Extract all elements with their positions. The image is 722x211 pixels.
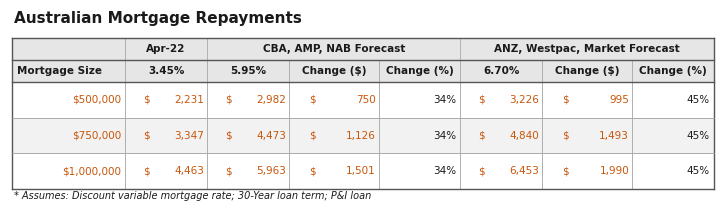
Bar	[207, 38, 461, 60]
Bar	[12, 82, 714, 118]
Bar	[289, 118, 378, 153]
Text: $: $	[308, 95, 316, 105]
Text: 3,347: 3,347	[174, 130, 204, 141]
Text: 34%: 34%	[433, 166, 456, 176]
Bar	[289, 38, 378, 60]
Bar	[207, 118, 289, 153]
Text: Mortgage Size: Mortgage Size	[17, 66, 102, 76]
Bar	[125, 38, 207, 60]
Bar	[461, 38, 714, 60]
Bar	[632, 60, 714, 82]
Text: $750,000: $750,000	[72, 130, 121, 141]
Bar	[12, 60, 714, 82]
Text: 1,501: 1,501	[346, 166, 375, 176]
Bar	[378, 38, 461, 60]
Text: Change ($): Change ($)	[302, 66, 366, 76]
Text: $: $	[143, 95, 149, 105]
Text: $: $	[308, 166, 316, 176]
Text: Australian Mortgage Repayments: Australian Mortgage Repayments	[14, 11, 302, 26]
Bar	[378, 153, 461, 189]
Text: Change (%): Change (%)	[639, 66, 707, 76]
Bar	[632, 38, 714, 60]
Text: Change ($): Change ($)	[555, 66, 619, 76]
Text: 45%: 45%	[687, 95, 710, 105]
Bar	[207, 60, 289, 82]
Text: $: $	[562, 130, 569, 141]
Bar	[461, 60, 542, 82]
Text: 995: 995	[609, 95, 629, 105]
Bar	[289, 153, 378, 189]
Text: $: $	[308, 130, 316, 141]
Text: $: $	[479, 130, 485, 141]
Bar	[378, 118, 461, 153]
Text: Apr-22: Apr-22	[147, 44, 186, 54]
Text: $: $	[479, 95, 485, 105]
Bar	[125, 118, 207, 153]
Bar	[12, 153, 714, 189]
Bar	[632, 153, 714, 189]
Text: $500,000: $500,000	[72, 95, 121, 105]
Text: 45%: 45%	[687, 166, 710, 176]
Text: $1,000,000: $1,000,000	[62, 166, 121, 176]
Bar	[125, 82, 207, 118]
Text: 5,963: 5,963	[256, 166, 286, 176]
Bar	[12, 82, 125, 118]
Bar	[289, 60, 378, 82]
Bar	[125, 60, 207, 82]
Text: $: $	[225, 95, 232, 105]
Text: $: $	[225, 166, 232, 176]
Bar	[542, 118, 632, 153]
Text: 4,840: 4,840	[510, 130, 539, 141]
Text: Change (%): Change (%)	[386, 66, 453, 76]
Bar	[12, 118, 714, 153]
Bar	[207, 153, 289, 189]
Text: $: $	[143, 166, 149, 176]
Bar	[12, 118, 125, 153]
Bar	[461, 118, 542, 153]
Bar	[378, 60, 461, 82]
Bar	[542, 38, 632, 60]
Bar	[207, 82, 289, 118]
Text: 750: 750	[356, 95, 375, 105]
Text: 1,126: 1,126	[346, 130, 375, 141]
Bar	[542, 153, 632, 189]
Text: CBA, AMP, NAB Forecast: CBA, AMP, NAB Forecast	[263, 44, 405, 54]
Text: $: $	[143, 130, 149, 141]
Text: 34%: 34%	[433, 95, 456, 105]
Bar	[125, 153, 207, 189]
Text: 45%: 45%	[687, 130, 710, 141]
Text: 1,990: 1,990	[599, 166, 629, 176]
Text: 5.95%: 5.95%	[230, 66, 266, 76]
Text: 4,463: 4,463	[174, 166, 204, 176]
Text: $: $	[562, 95, 569, 105]
Text: 3,226: 3,226	[510, 95, 539, 105]
Bar	[542, 82, 632, 118]
Bar	[289, 82, 378, 118]
Bar	[12, 60, 125, 82]
Text: * Assumes: Discount variable mortgage rate; 30-Year loan term; P&I loan: * Assumes: Discount variable mortgage ra…	[14, 191, 371, 201]
Bar	[12, 38, 125, 60]
Text: 6.70%: 6.70%	[483, 66, 520, 76]
Bar	[461, 82, 542, 118]
Bar	[12, 38, 714, 60]
Text: $: $	[479, 166, 485, 176]
Bar	[542, 60, 632, 82]
Bar	[207, 38, 289, 60]
Text: 3.45%: 3.45%	[148, 66, 184, 76]
Text: 2,231: 2,231	[174, 95, 204, 105]
Text: 4,473: 4,473	[256, 130, 286, 141]
Bar	[461, 153, 542, 189]
Bar	[378, 82, 461, 118]
Text: 2,982: 2,982	[256, 95, 286, 105]
Bar	[632, 82, 714, 118]
Text: 34%: 34%	[433, 130, 456, 141]
Bar	[12, 153, 125, 189]
Bar	[632, 118, 714, 153]
Text: $: $	[562, 166, 569, 176]
Text: 1,493: 1,493	[599, 130, 629, 141]
Bar	[461, 38, 542, 60]
Text: $: $	[225, 130, 232, 141]
Text: 6,453: 6,453	[510, 166, 539, 176]
Text: ANZ, Westpac, Market Forecast: ANZ, Westpac, Market Forecast	[495, 44, 680, 54]
